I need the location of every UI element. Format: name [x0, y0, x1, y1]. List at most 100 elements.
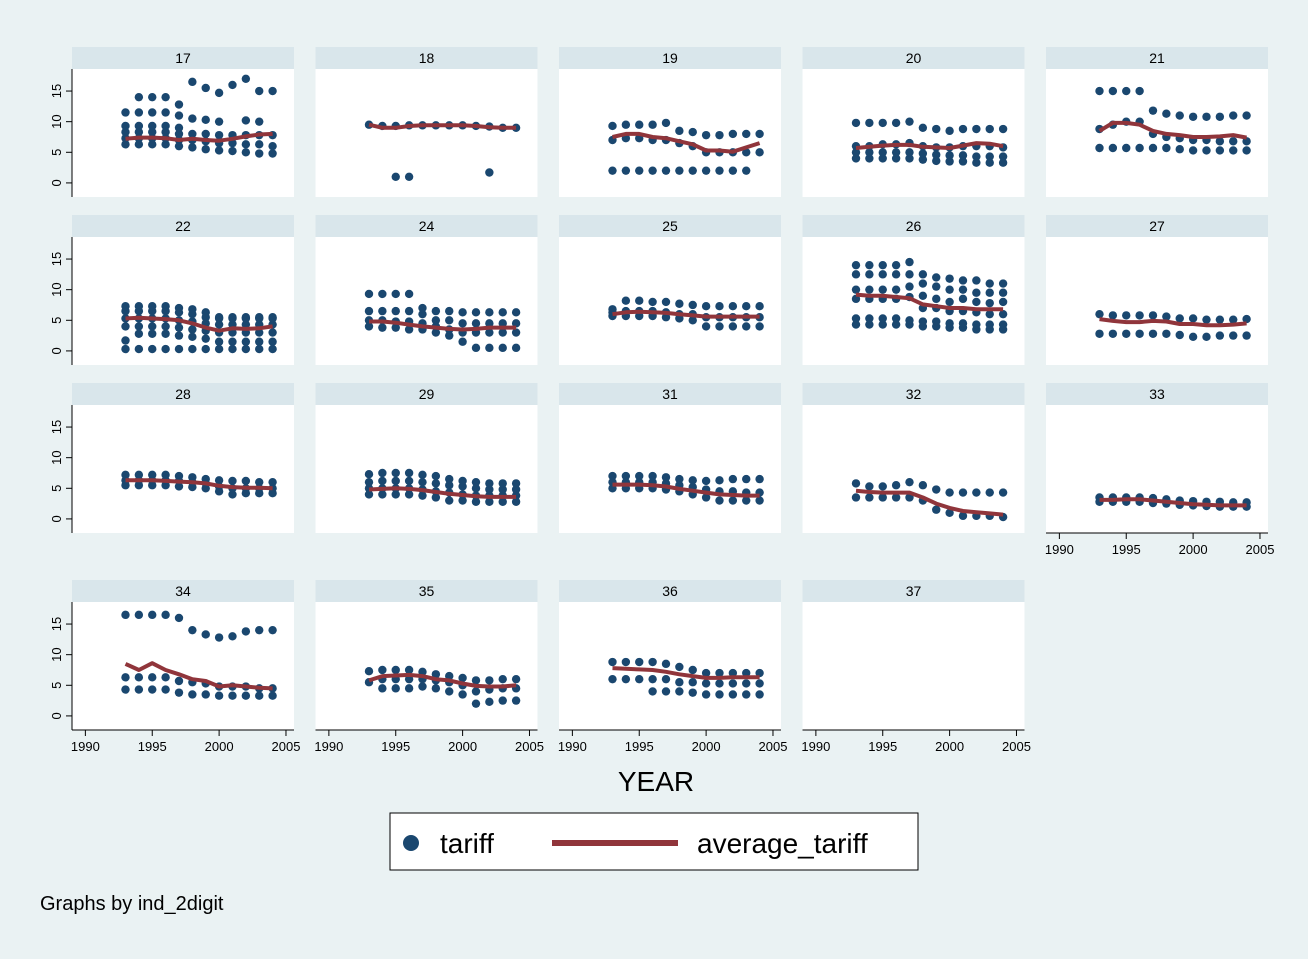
- average-line: [368, 672, 517, 689]
- tariff-point: [228, 632, 237, 641]
- panel-title: 31: [662, 386, 678, 402]
- average-line: [125, 131, 273, 143]
- tariff-point: [715, 690, 724, 699]
- tariff-point: [1148, 311, 1158, 320]
- tariff-point: [188, 325, 197, 334]
- tariff-point: [214, 337, 224, 346]
- tariff-point: [608, 471, 617, 481]
- tariff-point: [268, 149, 277, 158]
- tariff-point: [945, 508, 954, 517]
- tariff-point: [134, 108, 144, 117]
- tariff-point: [188, 77, 197, 87]
- tariff-point: [1202, 315, 1211, 324]
- tariff-point: [755, 679, 764, 688]
- tariff-point: [688, 678, 697, 687]
- tariff-point: [201, 83, 210, 93]
- note: Graphs by ind_2digit: [40, 893, 224, 915]
- tariff-point: [958, 151, 968, 160]
- tariff-point: [998, 297, 1008, 307]
- tariff-point: [851, 148, 861, 157]
- tariff-point: [378, 468, 387, 478]
- tariff-point: [1135, 311, 1144, 320]
- tariff-point: [985, 488, 994, 497]
- tariff-point: [865, 118, 874, 128]
- tariff-point: [1188, 146, 1198, 155]
- tariff-point: [228, 691, 237, 700]
- y-tick-label: 10: [49, 114, 64, 128]
- tariff-point: [228, 490, 237, 499]
- tariff-point: [728, 129, 738, 139]
- tariff-point: [214, 146, 224, 155]
- tariff-point: [851, 285, 861, 294]
- tariff-point: [268, 344, 277, 354]
- tariff-point: [1242, 331, 1251, 340]
- x-tick-label: 1990: [558, 739, 587, 754]
- tariff-point: [972, 276, 981, 285]
- tariff-point: [675, 126, 684, 136]
- tariff-point: [865, 482, 874, 491]
- tariff-point: [418, 309, 427, 319]
- tariff-point: [905, 117, 914, 126]
- panel-title-strip: [315, 215, 538, 237]
- average-line: [612, 482, 760, 498]
- tariff-point: [241, 691, 251, 700]
- tariff-point: [228, 313, 237, 322]
- tariff-point: [945, 488, 954, 497]
- tariff-point: [891, 481, 901, 490]
- panel-title-strip: [559, 47, 781, 69]
- tariff-point: [255, 86, 264, 96]
- tariff-point: [445, 671, 454, 681]
- tariff-point: [174, 613, 184, 623]
- tariff-point: [755, 148, 764, 157]
- tariff-point: [1122, 329, 1131, 338]
- tariff-point: [391, 684, 400, 693]
- tariff-point: [972, 288, 981, 297]
- tariff-point: [188, 625, 197, 635]
- tariff-point: [742, 668, 751, 678]
- tariff-point: [161, 92, 170, 102]
- tariff-point: [241, 74, 251, 83]
- tariff-point: [268, 691, 277, 700]
- tariff-point: [1202, 112, 1211, 121]
- tariff-point: [228, 146, 237, 156]
- tariff-point: [945, 319, 954, 328]
- tariff-point: [174, 676, 184, 686]
- tariff-point: [214, 130, 224, 140]
- tariff-point: [958, 124, 968, 134]
- tariff-point: [1095, 329, 1104, 338]
- tariff-point: [471, 687, 481, 696]
- tariff-point: [891, 493, 901, 502]
- tariff-point: [161, 127, 170, 137]
- tariff-point: [998, 320, 1008, 329]
- tariff-point: [972, 320, 981, 329]
- tariff-point: [715, 476, 724, 485]
- tariff-point: [688, 127, 697, 137]
- y-tick-label: 15: [49, 420, 64, 434]
- tariff-point: [661, 674, 671, 684]
- tariff-point: [851, 270, 861, 279]
- x-tick-label: 1995: [868, 739, 897, 754]
- tariff-point: [905, 257, 914, 267]
- tariff-point: [865, 493, 874, 502]
- tariff-point: [174, 100, 184, 109]
- tariff-point: [121, 121, 130, 131]
- tariff-point: [1229, 137, 1238, 146]
- tariff-point: [121, 336, 130, 345]
- tariff-point: [445, 496, 454, 505]
- tariff-point: [1095, 309, 1104, 319]
- tariff-point: [985, 288, 994, 297]
- tariff-point: [635, 471, 644, 481]
- tariff-point: [755, 129, 764, 139]
- tariff-point: [471, 477, 481, 487]
- tariff-point: [485, 168, 494, 177]
- tariff-point: [404, 665, 414, 675]
- tariff-point: [404, 289, 414, 299]
- tariff-point: [148, 470, 157, 480]
- plot-area: [802, 69, 1025, 197]
- tariff-point: [188, 129, 197, 139]
- tariff-point: [121, 610, 130, 620]
- tariff-point: [1095, 143, 1104, 153]
- tariff-point: [742, 302, 751, 311]
- tariff-point: [932, 317, 941, 326]
